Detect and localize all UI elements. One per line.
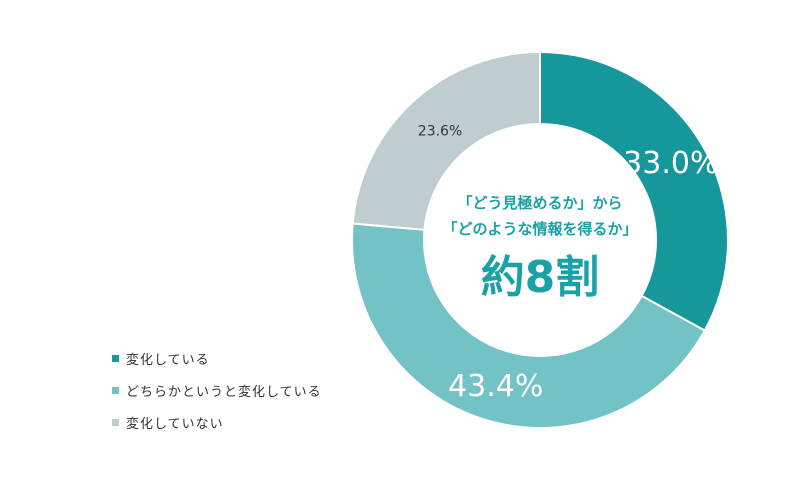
legend-label: 変化している: [126, 352, 210, 368]
legend-item: 変化していない: [112, 408, 322, 436]
legend-item: 変化している: [112, 344, 322, 372]
slice-label-1: 43.4%: [448, 369, 543, 404]
slice-1: [351, 222, 707, 429]
legend-label: 変化していない: [126, 416, 224, 432]
legend-label: どちらかというと変化している: [126, 384, 322, 400]
legend-item: どちらかというと変化している: [112, 376, 322, 404]
center-text: 「どう見極めるか」から 「どのような情報を得るか」 約8割: [442, 194, 637, 303]
donut-slices: [351, 50, 729, 429]
slice-0: [539, 50, 729, 332]
center-text-line-2: 「どのような情報を得るか」: [442, 220, 637, 238]
legend-swatch: [112, 386, 119, 394]
slice-labels: 33.0% 43.4% 23.6%: [418, 124, 719, 404]
center-text-line-1: 「どう見極めるか」から: [457, 194, 622, 212]
slice-2: [351, 50, 541, 231]
legend-swatch: [112, 418, 119, 426]
center-text-line-3: 約8割: [481, 252, 600, 303]
legend-swatch: [112, 354, 119, 362]
slice-label-2: 23.6%: [418, 124, 462, 140]
slice-label-0: 33.0%: [623, 146, 718, 181]
legend: 変化している どちらかというと変化している 変化していない: [112, 344, 322, 440]
